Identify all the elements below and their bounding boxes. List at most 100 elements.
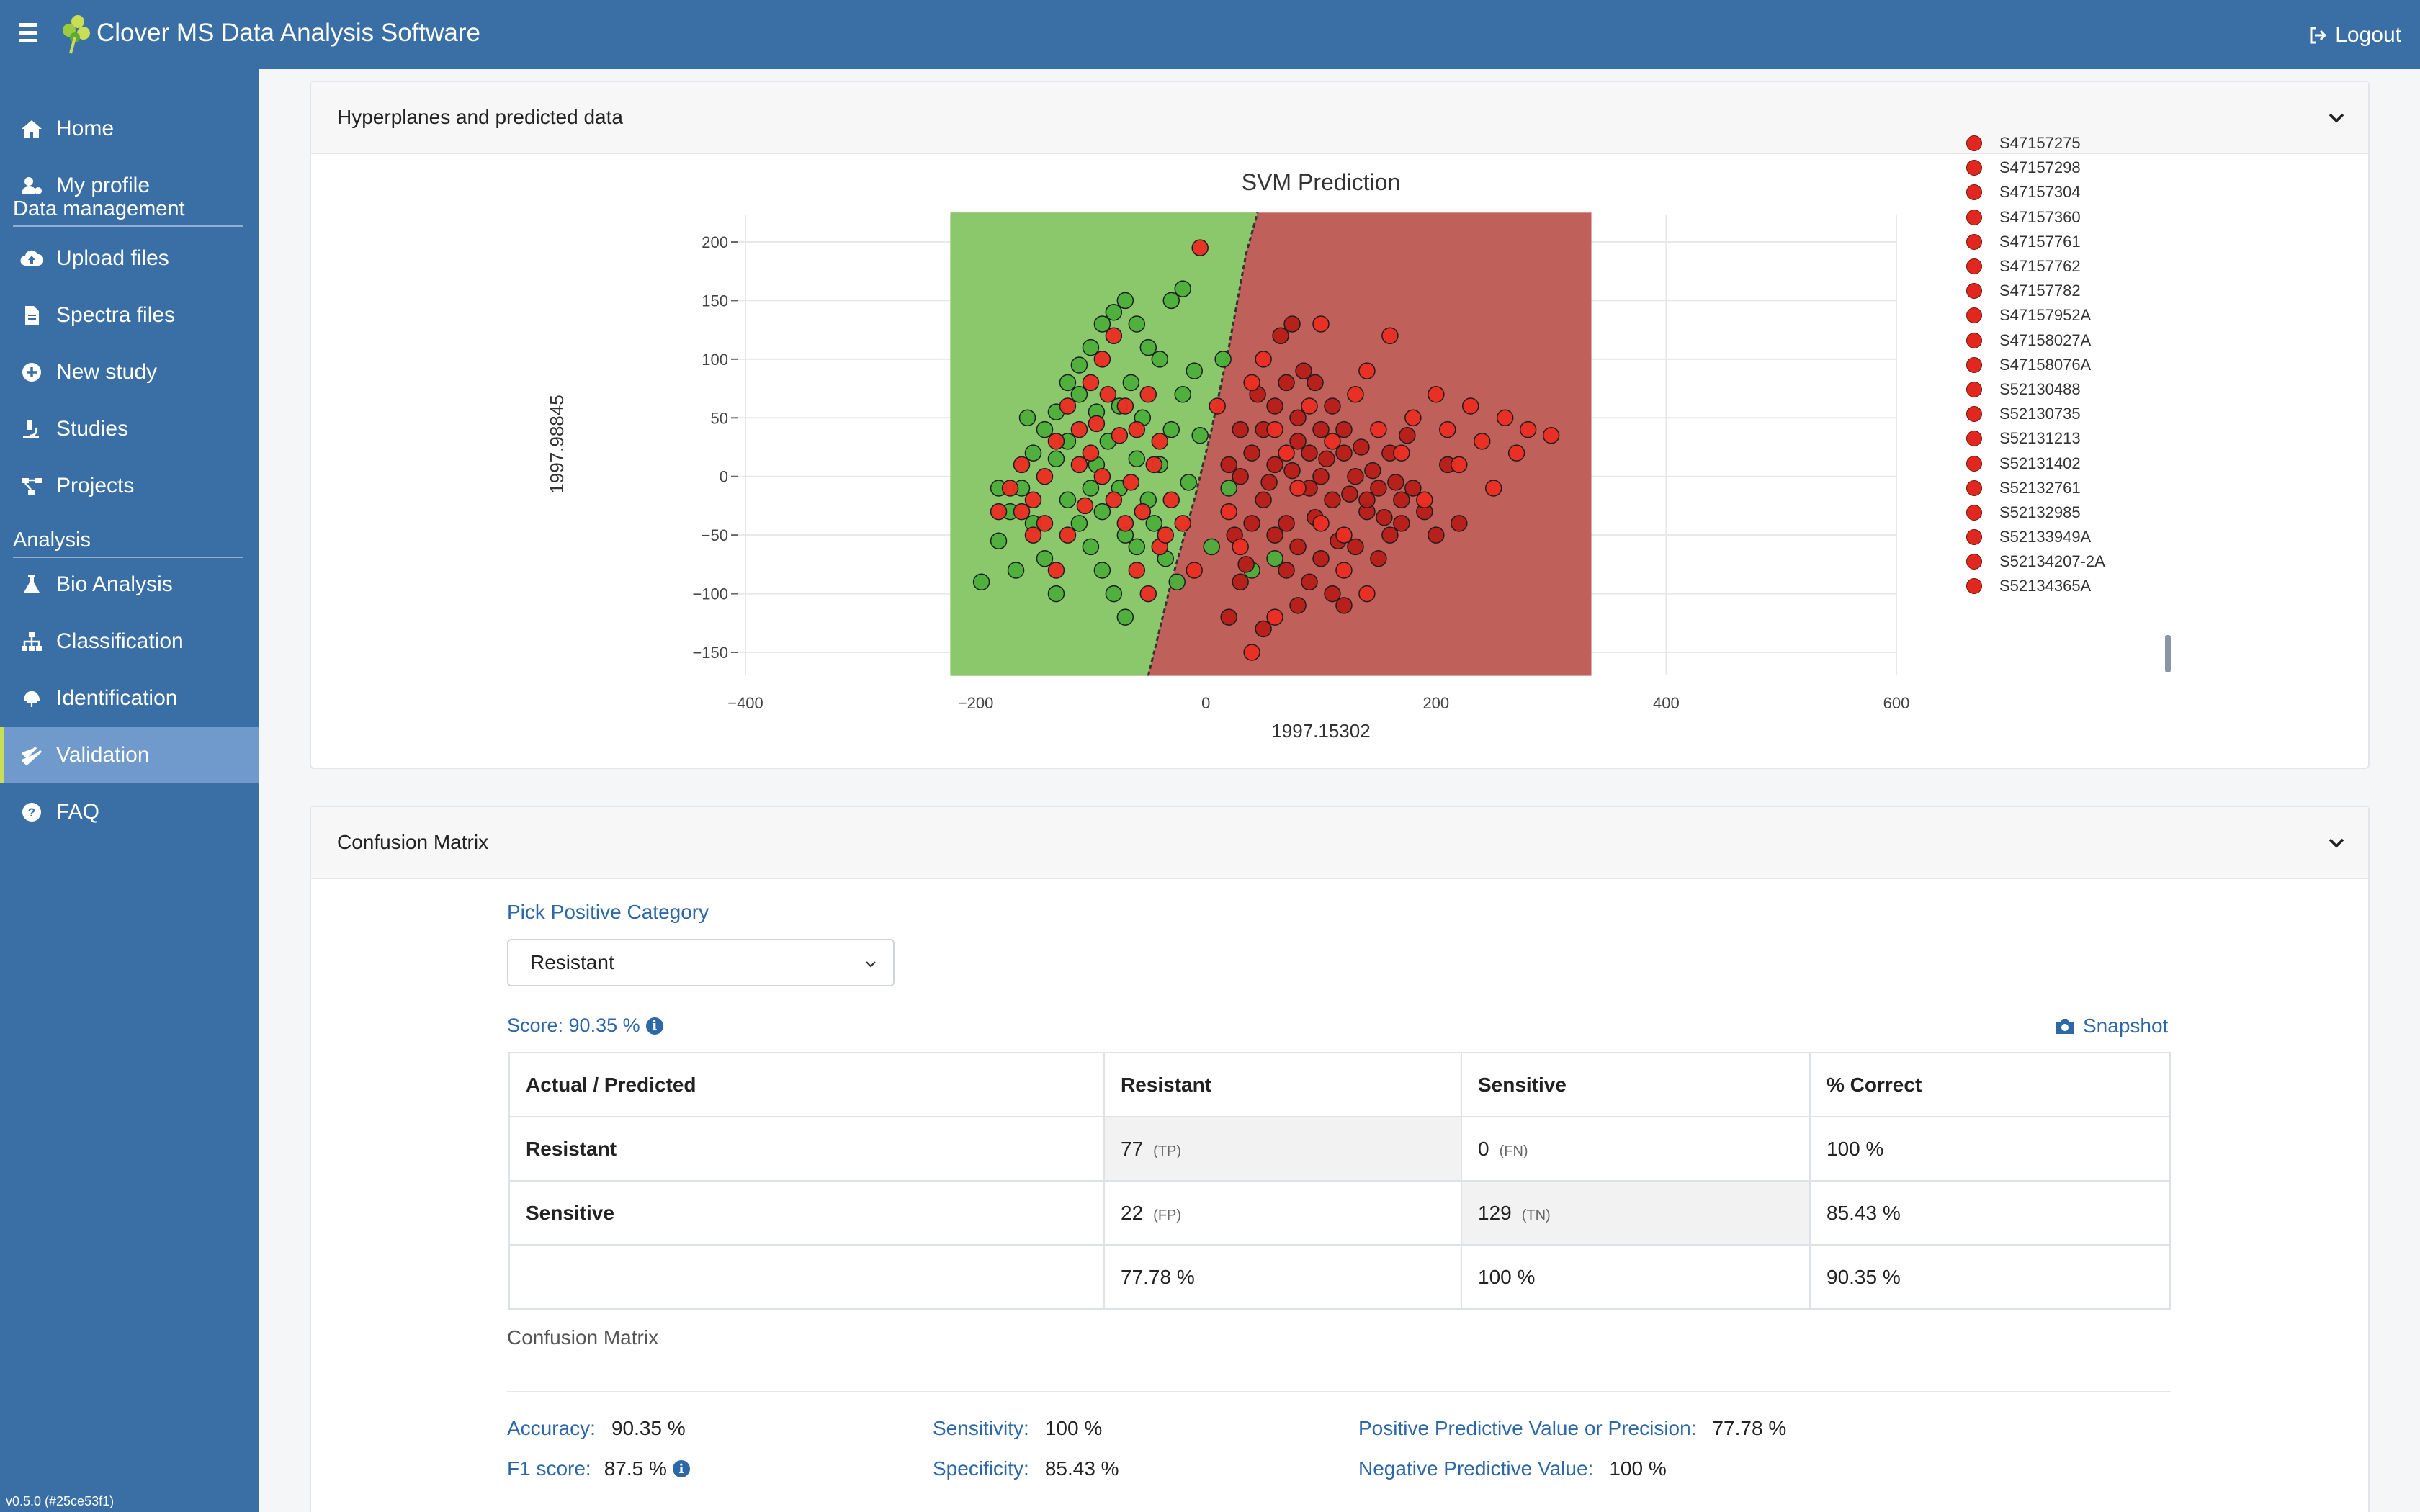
legend-item[interactable]: S47158027A [1960, 328, 2177, 353]
legend-item[interactable]: S52132761 [1960, 476, 2177, 500]
sidebar-item-label: Spectra files [56, 303, 176, 327]
legend-item[interactable]: S47157360 [1960, 205, 2177, 230]
legend-marker [1966, 332, 1982, 348]
legend-marker [1966, 233, 1982, 250]
data-point-green [1093, 503, 1111, 521]
sidebar-item-bio-analysis[interactable]: Bio Analysis [0, 557, 259, 613]
data-point-red [1507, 444, 1525, 462]
legend-item[interactable]: S47157952A [1960, 303, 2177, 328]
data-point-red [1093, 467, 1111, 485]
legend-marker [1966, 529, 1982, 546]
column-header: Sensitive [1461, 1052, 1811, 1117]
sidebar-item-label: Home [56, 117, 115, 140]
confusion-card-header[interactable]: Confusion Matrix [311, 807, 2368, 879]
sidebar-item-label: Bio Analysis [56, 572, 173, 596]
microscope-icon [17, 417, 46, 441]
sidebar-item-spectra-files[interactable]: Spectra files [0, 287, 259, 343]
data-point-dark-red [1370, 480, 1387, 497]
data-point-dark-red [1312, 467, 1330, 485]
data-point-green [1105, 585, 1123, 603]
menu-icon[interactable] [19, 23, 37, 45]
legend-item[interactable]: S52131402 [1960, 451, 2177, 475]
metric-label: Specificity: [933, 1457, 1029, 1480]
version-label: v0.5.0 (#25ce53f1) [6, 1494, 115, 1508]
sidebar-item-home[interactable]: Home [0, 101, 259, 157]
data-point-red [1024, 526, 1042, 544]
info-icon[interactable]: i [645, 1017, 663, 1035]
data-point-red [1266, 608, 1283, 626]
sitemap-icon [17, 629, 46, 654]
data-point-green [1168, 573, 1186, 591]
data-point-red [1024, 491, 1042, 509]
hyperplanes-card-header[interactable]: Hyperplanes and predicted data [311, 82, 2368, 154]
legend-item[interactable]: S52134365A [1960, 574, 2177, 598]
flask-icon [17, 572, 46, 597]
legend-marker [1966, 184, 1982, 201]
metric-accuracy: Accuracy: 90.35 % [507, 1417, 686, 1440]
logout-button[interactable]: Logout [2308, 23, 2401, 48]
snapshot-button[interactable]: Snapshot [2054, 1014, 2168, 1038]
svg-text:?: ? [28, 806, 35, 819]
top-bar: Clover MS Data Analysis Software Logout [0, 0, 2420, 69]
data-point-dark-red [1301, 573, 1318, 591]
data-point-green [1082, 480, 1100, 497]
sidebar-item-identification[interactable]: Identification [0, 670, 259, 726]
x-tick-label: −200 [958, 694, 994, 712]
data-point-green [1214, 351, 1232, 368]
legend-item[interactable]: S47157761 [1960, 230, 2177, 254]
data-point-green [1093, 562, 1111, 579]
data-point-dark-red [1243, 444, 1260, 462]
legend-item[interactable]: S52130735 [1960, 402, 2177, 426]
chevron-down-icon[interactable] [2326, 108, 2347, 128]
legend-item[interactable]: S52131213 [1960, 426, 2177, 451]
data-point-red [1439, 420, 1456, 438]
sidebar-item-my-profile[interactable]: My profile [0, 158, 259, 214]
data-point-dark-red [1393, 515, 1410, 532]
data-point-dark-red [1312, 549, 1330, 567]
legend-label: S52134207-2A [1999, 552, 2105, 571]
data-point-dark-red [1399, 426, 1416, 444]
sidebar-item-new-study[interactable]: New study [0, 344, 259, 400]
y-tick-label: −150 [692, 644, 728, 662]
data-point-dark-red [1364, 462, 1381, 480]
sidebar-item-projects[interactable]: Projects [0, 458, 259, 514]
sidebar-item-faq[interactable]: ? FAQ [0, 784, 259, 840]
legend-item[interactable]: S47157782 [1960, 279, 2177, 303]
data-point-red [1088, 415, 1106, 433]
legend-marker [1966, 504, 1982, 521]
sidebar-item-upload-files[interactable]: Upload files [0, 230, 259, 287]
legend-label: S47157298 [1999, 158, 2081, 177]
chevron-down-icon[interactable] [2326, 833, 2347, 853]
legend-label: S47158076A [1999, 355, 2092, 374]
data-point-red [1473, 433, 1491, 450]
data-point-dark-red [1278, 562, 1295, 579]
legend-scrollbar[interactable] [2165, 635, 2171, 672]
data-point-red [1220, 503, 1237, 521]
legend-marker [1966, 209, 1982, 225]
legend-item[interactable]: S52130488 [1960, 377, 2177, 402]
data-point-dark-red [1289, 433, 1307, 450]
y-tick-label: −50 [702, 526, 728, 544]
legend-item[interactable]: S47158076A [1960, 353, 2177, 377]
data-point-green [1266, 549, 1283, 567]
legend-item[interactable]: S47157298 [1960, 156, 2177, 180]
data-point-dark-red [1289, 538, 1307, 556]
sidebar-item-studies[interactable]: Studies [0, 401, 259, 457]
sidebar-item-validation[interactable]: Validation [0, 727, 259, 783]
data-point-red [1093, 351, 1111, 368]
legend-item[interactable]: S52134207-2A [1960, 549, 2177, 574]
legend-item[interactable]: S52132985 [1960, 500, 2177, 525]
legend-item[interactable]: S47157275 [1960, 131, 2177, 156]
legend-item[interactable]: S47157762 [1960, 254, 2177, 279]
cloud-upload-icon [17, 246, 46, 271]
legend-item[interactable]: S47157304 [1960, 180, 2177, 204]
data-point-dark-red [1295, 362, 1312, 379]
legend-label: S52130488 [1999, 379, 2081, 398]
data-point-red [1358, 362, 1376, 379]
info-icon[interactable]: i [672, 1460, 690, 1477]
positive-category-select[interactable]: Resistant [507, 939, 895, 986]
data-point-dark-red [1324, 585, 1341, 603]
sidebar-item-classification[interactable]: Classification [0, 613, 259, 670]
data-point-green [1186, 362, 1203, 379]
legend-item[interactable]: S52133949A [1960, 525, 2177, 549]
